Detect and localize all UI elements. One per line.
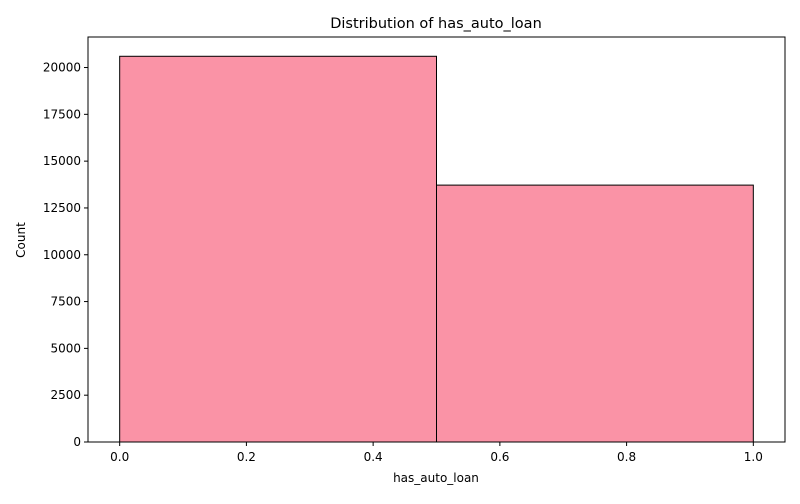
chart-title: Distribution of has_auto_loan — [330, 16, 542, 32]
x-tick-label: 0.8 — [617, 450, 636, 464]
x-tick-label: 0.4 — [364, 450, 383, 464]
y-tick-label: 12500 — [43, 201, 81, 215]
plot-frame — [87, 36, 786, 443]
y-tick-label: 7500 — [50, 295, 81, 309]
y-tick-label: 10000 — [43, 248, 81, 262]
y-axis-ticks: 0 2500 5000 7500 10000 12500 15000 17500 20000 — [43, 61, 88, 449]
y-tick-label: 20000 — [43, 61, 81, 75]
x-tick-label: 0.2 — [237, 450, 256, 464]
x-tick-label: 1.0 — [744, 450, 763, 464]
y-tick-label: 17500 — [43, 107, 81, 121]
y-tick-label: 2500 — [50, 388, 81, 402]
bars-layer — [119, 55, 754, 443]
x-axis-ticks: 0.0 0.2 0.4 0.6 0.8 1.0 — [110, 442, 763, 464]
x-axis-label: has_auto_loan — [393, 471, 479, 485]
y-tick-label: 0 — [73, 435, 81, 449]
y-tick-label: 5000 — [50, 341, 81, 355]
x-tick-label: 0.6 — [490, 450, 509, 464]
histogram-bar-1 — [436, 184, 754, 443]
x-tick-label: 0.0 — [110, 450, 129, 464]
y-axis-label: Count — [14, 222, 28, 258]
y-tick-label: 15000 — [43, 154, 81, 168]
histogram-bar-0 — [119, 55, 437, 443]
